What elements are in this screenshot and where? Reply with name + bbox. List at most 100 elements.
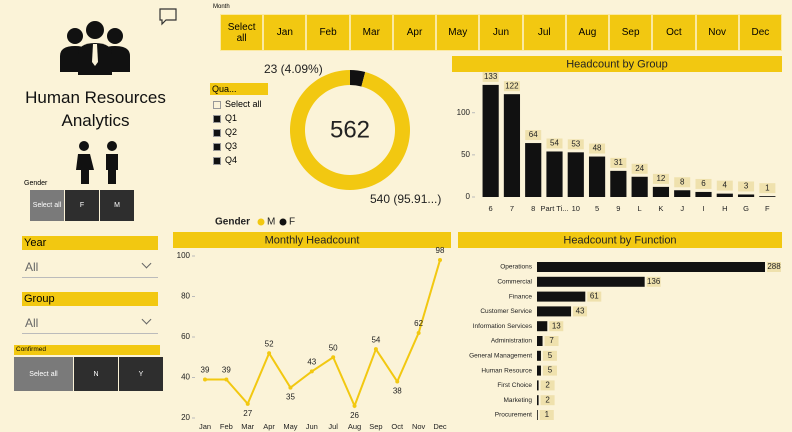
data-label: 6 [701, 179, 706, 188]
quarter-option[interactable]: Select all [225, 99, 262, 109]
y-tick-label: 40 [181, 373, 190, 382]
data-label-bg [542, 350, 557, 361]
gender-button[interactable]: M [100, 190, 134, 221]
quarter-checkbox[interactable] [213, 157, 221, 165]
x-tick-label: Dec [433, 422, 447, 431]
month-button[interactable]: Apr [392, 14, 437, 51]
data-label: 98 [436, 246, 445, 255]
data-label: 136 [647, 277, 661, 286]
month-label: Month [213, 4, 230, 10]
bar [737, 194, 755, 197]
donut-slice [350, 70, 366, 87]
data-label-bg [567, 139, 584, 150]
month-button[interactable]: Dec [738, 14, 782, 51]
data-label-bg [631, 163, 648, 174]
x-tick-label: Mar [241, 422, 254, 431]
month-button[interactable]: Jul [522, 14, 566, 51]
quarter-option[interactable]: Q1 [225, 113, 238, 123]
bar [537, 336, 543, 346]
month-button[interactable]: Oct [652, 14, 696, 51]
legend-swatch [279, 218, 287, 226]
data-label-bg [503, 81, 520, 92]
quarter-option[interactable]: Q4 [225, 155, 238, 165]
data-label-bg [674, 177, 691, 188]
line [205, 259, 441, 409]
gender-button[interactable]: Select all [30, 190, 64, 221]
point [373, 347, 378, 352]
bar [567, 152, 584, 197]
bar [610, 170, 627, 197]
month-button[interactable]: Jun [479, 14, 523, 51]
x-tick-label: 7 [510, 204, 514, 213]
data-label: 7 [549, 336, 554, 345]
data-label-bg [482, 71, 499, 82]
confirmed-button[interactable]: N [74, 357, 118, 391]
quarter-checkbox[interactable] [213, 101, 221, 109]
confirmed-button[interactable]: Y [119, 357, 163, 391]
data-label-bg [646, 276, 661, 287]
data-label: 1 [545, 410, 550, 419]
point [438, 258, 442, 263]
chart-title-bar [458, 232, 782, 248]
data-label: 12 [656, 174, 665, 183]
bar [537, 306, 572, 317]
data-label-bg [540, 395, 555, 406]
bar [537, 276, 645, 287]
y-tick-label: First Choice [497, 382, 532, 389]
data-label: 54 [550, 139, 559, 148]
bar [537, 395, 539, 406]
people-icon [60, 21, 130, 75]
month-button[interactable]: Select all [220, 14, 264, 51]
chart-title: Monthly Headcount [265, 234, 360, 246]
bar [537, 321, 548, 332]
quarter-checkbox[interactable] [213, 115, 221, 123]
year-dropdown[interactable]: All [22, 256, 158, 278]
x-tick-label: Jun [306, 422, 318, 431]
x-tick-label: Oct [391, 422, 404, 431]
y-tick-label: Administration [491, 338, 533, 345]
data-label: 62 [414, 319, 423, 328]
bar [631, 176, 648, 197]
month-button[interactable]: May [436, 14, 480, 51]
y-tick-label: Customer Service [480, 308, 532, 315]
group-header: Group [22, 292, 158, 306]
data-label: 288 [767, 262, 781, 271]
quarter-option[interactable]: Q2 [225, 127, 238, 137]
month-button[interactable]: Sep [609, 14, 653, 51]
month-button[interactable]: Jan [263, 14, 307, 51]
data-label-bg [759, 183, 776, 194]
month-button[interactable]: Aug [565, 14, 610, 51]
data-label: 64 [529, 130, 538, 139]
data-label-bg [695, 178, 712, 189]
quarter-option[interactable]: Q3 [225, 141, 238, 151]
x-tick-label: L [638, 204, 642, 213]
comment-icon[interactable] [159, 8, 177, 26]
confirmed-header: Confirmed [14, 345, 160, 355]
gender-button[interactable]: F [65, 190, 99, 221]
y-tick-label: 50 [461, 150, 470, 159]
month-button[interactable]: Mar [349, 14, 393, 51]
x-tick-label: 9 [616, 204, 620, 213]
data-label: 2 [545, 381, 550, 390]
month-button[interactable]: Nov [695, 14, 739, 51]
group-dropdown[interactable]: All [22, 312, 158, 334]
y-tick-label: Marketing [503, 397, 532, 404]
gender-icons [76, 141, 118, 184]
quarter-checkbox[interactable] [213, 129, 221, 137]
x-tick-label: I [702, 204, 704, 213]
point [352, 403, 357, 408]
data-label-bg [549, 321, 564, 332]
confirmed-button[interactable]: Select all [14, 357, 73, 391]
data-label-bg [716, 180, 733, 191]
month-button[interactable]: Feb [306, 14, 350, 51]
data-label: 4 [723, 181, 728, 190]
x-tick-label: Feb [220, 422, 233, 431]
data-label-bg [544, 336, 559, 346]
data-label: 43 [576, 307, 585, 316]
data-label: 39 [222, 366, 231, 375]
point [416, 330, 421, 335]
y-tick-label: Operations [500, 264, 533, 271]
quarter-checkbox[interactable] [213, 143, 221, 151]
x-tick-label: 6 [489, 204, 493, 213]
